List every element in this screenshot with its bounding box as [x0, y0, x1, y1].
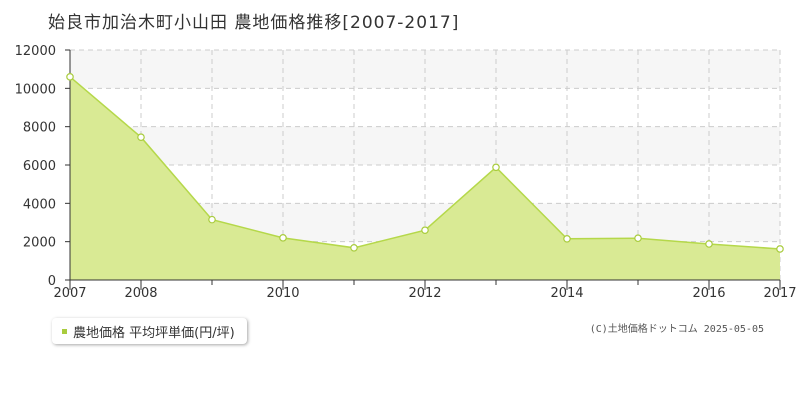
x-axis-labels: 2007 2008 2010 2012 2014 2016 2017	[53, 286, 796, 301]
y-tick-label: 2000	[23, 236, 56, 251]
y-tick-label: 12000	[15, 44, 56, 59]
chart-title: 始良市加治木町小山田 農地価格推移[2007-2017]	[48, 13, 460, 33]
y-tick-label: 4000	[23, 197, 56, 212]
x-tick-label: 2017	[763, 286, 796, 301]
y-tick-label: 0	[48, 274, 56, 289]
y-tick-label: 6000	[23, 159, 56, 174]
axes	[65, 49, 781, 290]
x-tick-label: 2012	[408, 286, 441, 301]
y-tick-label: 8000	[23, 121, 56, 136]
copyright-text: (C)土地価格ドットコム 2025-05-05	[589, 324, 764, 335]
x-tick-label: 2007	[53, 286, 86, 301]
legend-label: 農地価格 平均坪単価(円/坪)	[73, 325, 235, 341]
data-point	[421, 226, 429, 234]
legend-marker	[62, 328, 67, 334]
data-markers	[66, 73, 784, 253]
data-point	[208, 215, 216, 224]
data-point	[563, 234, 571, 243]
data-point	[66, 73, 74, 81]
data-point	[279, 234, 287, 242]
data-point	[705, 240, 713, 248]
y-tick-label: 10000	[15, 82, 56, 97]
y-axis-labels: 0 2000 4000 6000 8000 10000 12000	[15, 44, 56, 289]
data-point	[776, 245, 784, 253]
x-tick-label: 2016	[692, 286, 725, 301]
x-tick-label: 2014	[550, 286, 583, 301]
data-point	[137, 133, 145, 142]
legend: 農地価格 平均坪単価(円/坪)	[52, 318, 247, 344]
x-tick-label: 2010	[266, 286, 299, 301]
data-point	[634, 234, 642, 243]
data-point	[350, 244, 358, 252]
x-tick-label: 2008	[124, 286, 157, 301]
data-point	[492, 163, 500, 172]
